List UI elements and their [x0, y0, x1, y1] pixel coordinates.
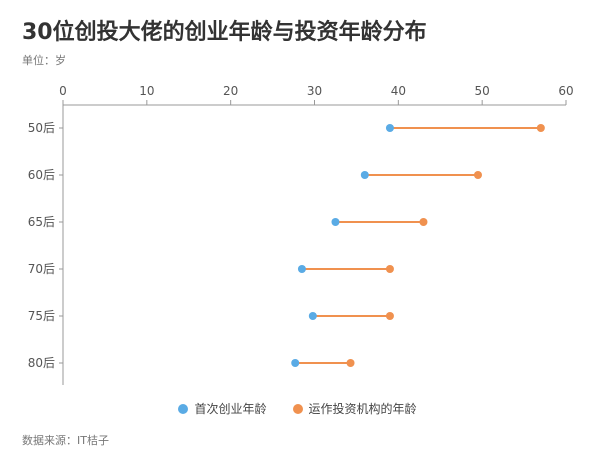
- x-tick-label: 60: [558, 84, 573, 98]
- category-label: 60后: [28, 168, 55, 182]
- legend-label-invest: 运作投资机构的年龄: [308, 402, 417, 416]
- first-startup-age-point: [360, 171, 369, 179]
- invest-age-point: [385, 312, 394, 320]
- legend-marker-invest: [292, 403, 303, 414]
- category-label: 75后: [28, 309, 55, 323]
- chart-title: 30位创投大佬的创业年龄与投资年龄分布: [22, 20, 427, 45]
- category-label: 50后: [28, 121, 55, 135]
- source-note: 数据来源：IT桔子: [22, 434, 109, 447]
- x-tick-label: 0: [59, 84, 67, 98]
- first-startup-age-point: [331, 218, 340, 226]
- legend: 首次创业年龄 运作投资机构的年龄: [0, 400, 595, 417]
- invest-age-point: [385, 265, 394, 273]
- x-tick-label: 20: [223, 84, 238, 98]
- invest-age-point: [536, 124, 545, 132]
- legend-label-first: 首次创业年龄: [194, 402, 267, 416]
- invest-age-point: [419, 218, 428, 226]
- x-tick-label: 40: [391, 84, 406, 98]
- unit-label: 单位：岁: [22, 54, 66, 67]
- category-label: 70后: [28, 262, 55, 276]
- x-tick-label: 30: [307, 84, 322, 98]
- x-tick-label: 50: [475, 84, 490, 98]
- first-startup-age-point: [308, 312, 317, 320]
- invest-age-point: [346, 359, 355, 367]
- first-startup-age-point: [291, 359, 300, 367]
- first-startup-age-point: [385, 124, 394, 132]
- legend-item-invest: 运作投资机构的年龄: [292, 400, 417, 417]
- legend-item-first: 首次创业年龄: [178, 400, 267, 417]
- invest-age-point: [473, 171, 482, 179]
- first-startup-age-point: [297, 265, 306, 273]
- category-label: 80后: [28, 356, 55, 370]
- category-label: 65后: [28, 215, 55, 229]
- legend-marker-first: [178, 403, 189, 414]
- x-tick-label: 10: [139, 84, 154, 98]
